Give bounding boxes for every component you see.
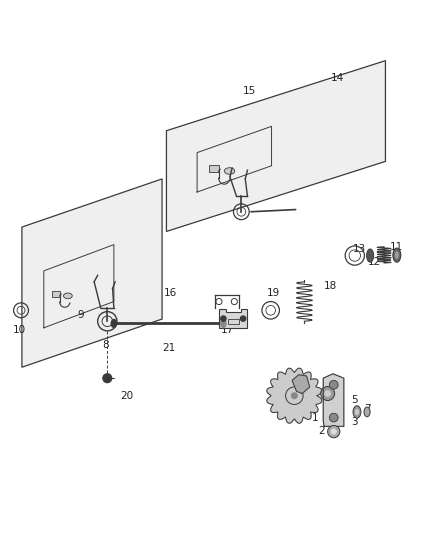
Text: 20: 20 xyxy=(120,391,134,401)
Text: 7: 7 xyxy=(364,404,371,414)
Polygon shape xyxy=(323,374,344,426)
Polygon shape xyxy=(22,179,162,367)
Ellipse shape xyxy=(224,168,235,174)
Text: 11: 11 xyxy=(390,242,403,252)
Ellipse shape xyxy=(393,248,401,262)
Text: 14: 14 xyxy=(331,73,344,83)
Text: 19: 19 xyxy=(267,288,280,298)
Circle shape xyxy=(328,425,340,438)
Text: 16: 16 xyxy=(164,288,177,298)
Polygon shape xyxy=(292,375,310,393)
Text: 13: 13 xyxy=(353,244,366,254)
FancyBboxPatch shape xyxy=(209,165,219,172)
Text: 9: 9 xyxy=(78,310,85,320)
Ellipse shape xyxy=(364,407,370,417)
Ellipse shape xyxy=(395,251,399,259)
Text: 8: 8 xyxy=(102,341,109,350)
Ellipse shape xyxy=(355,409,359,415)
Text: 1: 1 xyxy=(312,413,319,423)
Circle shape xyxy=(221,316,226,321)
Text: 4: 4 xyxy=(334,386,341,397)
Bar xyxy=(228,319,239,324)
Text: 10: 10 xyxy=(13,325,26,335)
Ellipse shape xyxy=(353,406,361,418)
Circle shape xyxy=(331,429,337,435)
Text: 18: 18 xyxy=(324,281,337,291)
Ellipse shape xyxy=(111,319,117,327)
Circle shape xyxy=(321,386,335,400)
Ellipse shape xyxy=(367,249,374,262)
Text: 3: 3 xyxy=(351,417,358,427)
Polygon shape xyxy=(166,61,385,231)
FancyBboxPatch shape xyxy=(52,292,60,297)
Circle shape xyxy=(324,390,331,397)
Text: 21: 21 xyxy=(162,343,175,352)
Circle shape xyxy=(291,392,298,399)
Polygon shape xyxy=(267,368,322,423)
Text: 2: 2 xyxy=(318,426,325,436)
Circle shape xyxy=(329,413,338,422)
Ellipse shape xyxy=(221,319,226,327)
Circle shape xyxy=(103,374,112,383)
Text: 6: 6 xyxy=(294,406,301,416)
Text: 17: 17 xyxy=(221,325,234,335)
Circle shape xyxy=(240,316,246,321)
Text: 12: 12 xyxy=(368,257,381,267)
Ellipse shape xyxy=(64,293,72,298)
Text: 15: 15 xyxy=(243,86,256,96)
Polygon shape xyxy=(219,310,247,328)
Text: 5: 5 xyxy=(351,395,358,405)
Circle shape xyxy=(329,381,338,389)
